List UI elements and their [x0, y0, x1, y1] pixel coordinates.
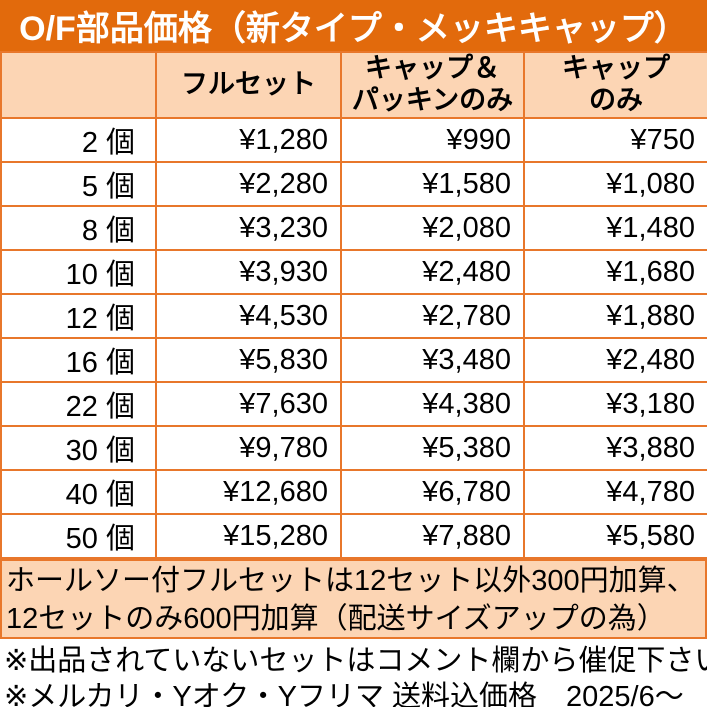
price-cell-cap-only: ¥3,880	[523, 425, 707, 471]
footnote-request-text: ※出品されていないセットはコメント欄から催促下さい	[4, 644, 707, 676]
price-cell-cap-and-packing: ¥1,580	[340, 161, 525, 207]
price-cell-full-set: ¥5,830	[155, 337, 342, 383]
table-row: 50 個 ¥15,280 ¥7,880 ¥5,580	[0, 513, 707, 559]
page-title: O/F部品価格（新タイプ・メッキキャップ）	[19, 10, 688, 48]
title-bar: O/F部品価格（新タイプ・メッキキャップ）	[0, 0, 707, 51]
price-cell-cap-and-packing: ¥2,780	[340, 293, 525, 339]
price-cell-cap-and-packing: ¥990	[340, 117, 525, 163]
qty-cell: 40 個	[0, 469, 157, 515]
price-cell-cap-and-packing: ¥4,380	[340, 381, 525, 427]
qty-cell: 10 個	[0, 249, 157, 295]
column-header-full-set: フルセット	[155, 51, 342, 119]
price-cell-full-set: ¥2,280	[155, 161, 342, 207]
table-row: 5 個 ¥2,280 ¥1,580 ¥1,080	[0, 161, 707, 207]
column-header-cap-only: キャップ のみ	[523, 51, 707, 119]
price-cell-cap-and-packing: ¥2,080	[340, 205, 525, 251]
price-cell-full-set: ¥7,630	[155, 381, 342, 427]
table-row: 30 個 ¥9,780 ¥5,380 ¥3,880	[0, 425, 707, 471]
price-cell-full-set: ¥1,280	[155, 117, 342, 163]
surcharge-note-box: ホールソー付フルセットは12セット以外300円加算、12セットのみ600円加算（…	[0, 559, 707, 639]
table-row: 12 個 ¥4,530 ¥2,780 ¥1,880	[0, 293, 707, 339]
table-row: 16 個 ¥5,830 ¥3,480 ¥2,480	[0, 337, 707, 383]
price-cell-full-set: ¥12,680	[155, 469, 342, 515]
price-cell-cap-only: ¥1,080	[523, 161, 707, 207]
footnote-request: ※出品されていないセットはコメント欄から催促下さい	[0, 640, 707, 676]
price-cell-full-set: ¥3,230	[155, 205, 342, 251]
qty-cell: 12 個	[0, 293, 157, 339]
column-header-cap-and-packing: キャップ＆ パッキンのみ	[340, 51, 525, 119]
qty-cell: 16 個	[0, 337, 157, 383]
price-cell-cap-and-packing: ¥7,880	[340, 513, 525, 559]
qty-cell: 8 個	[0, 205, 157, 251]
table-row: 10 個 ¥3,930 ¥2,480 ¥1,680	[0, 249, 707, 295]
footnote-shipping-text: ※メルカリ・Yオク・Yフリマ 送料込価格 2025/6～	[4, 680, 684, 707]
price-cell-cap-and-packing: ¥5,380	[340, 425, 525, 471]
column-header-quantity	[0, 51, 157, 119]
qty-cell: 5 個	[0, 161, 157, 207]
qty-cell: 22 個	[0, 381, 157, 427]
footnote-shipping: ※メルカリ・Yオク・Yフリマ 送料込価格 2025/6～	[0, 676, 707, 707]
price-cell-full-set: ¥3,930	[155, 249, 342, 295]
price-table: フルセット キャップ＆ パッキンのみ キャップ のみ 2 個 ¥1,280 ¥9…	[0, 51, 707, 559]
surcharge-note-text: ホールソー付フルセットは12セット以外300円加算、12セットのみ600円加算（…	[6, 565, 696, 635]
table-row: 2 個 ¥1,280 ¥990 ¥750	[0, 117, 707, 163]
price-cell-full-set: ¥9,780	[155, 425, 342, 471]
price-cell-cap-only: ¥1,480	[523, 205, 707, 251]
price-cell-cap-only: ¥5,580	[523, 513, 707, 559]
price-cell-cap-only: ¥4,780	[523, 469, 707, 515]
table-row: 22 個 ¥7,630 ¥4,380 ¥3,180	[0, 381, 707, 427]
price-cell-full-set: ¥4,530	[155, 293, 342, 339]
price-cell-full-set: ¥15,280	[155, 513, 342, 559]
price-cell-cap-only: ¥750	[523, 117, 707, 163]
qty-cell: 30 個	[0, 425, 157, 471]
price-cell-cap-only: ¥1,680	[523, 249, 707, 295]
table-row: 8 個 ¥3,230 ¥2,080 ¥1,480	[0, 205, 707, 251]
table-row: 40 個 ¥12,680 ¥6,780 ¥4,780	[0, 469, 707, 515]
header-row: フルセット キャップ＆ パッキンのみ キャップ のみ	[0, 51, 707, 119]
qty-cell: 50 個	[0, 513, 157, 559]
price-cell-cap-only: ¥2,480	[523, 337, 707, 383]
price-cell-cap-only: ¥3,180	[523, 381, 707, 427]
qty-cell: 2 個	[0, 117, 157, 163]
price-cell-cap-and-packing: ¥3,480	[340, 337, 525, 383]
price-cell-cap-and-packing: ¥6,780	[340, 469, 525, 515]
price-cell-cap-only: ¥1,880	[523, 293, 707, 339]
price-cell-cap-and-packing: ¥2,480	[340, 249, 525, 295]
